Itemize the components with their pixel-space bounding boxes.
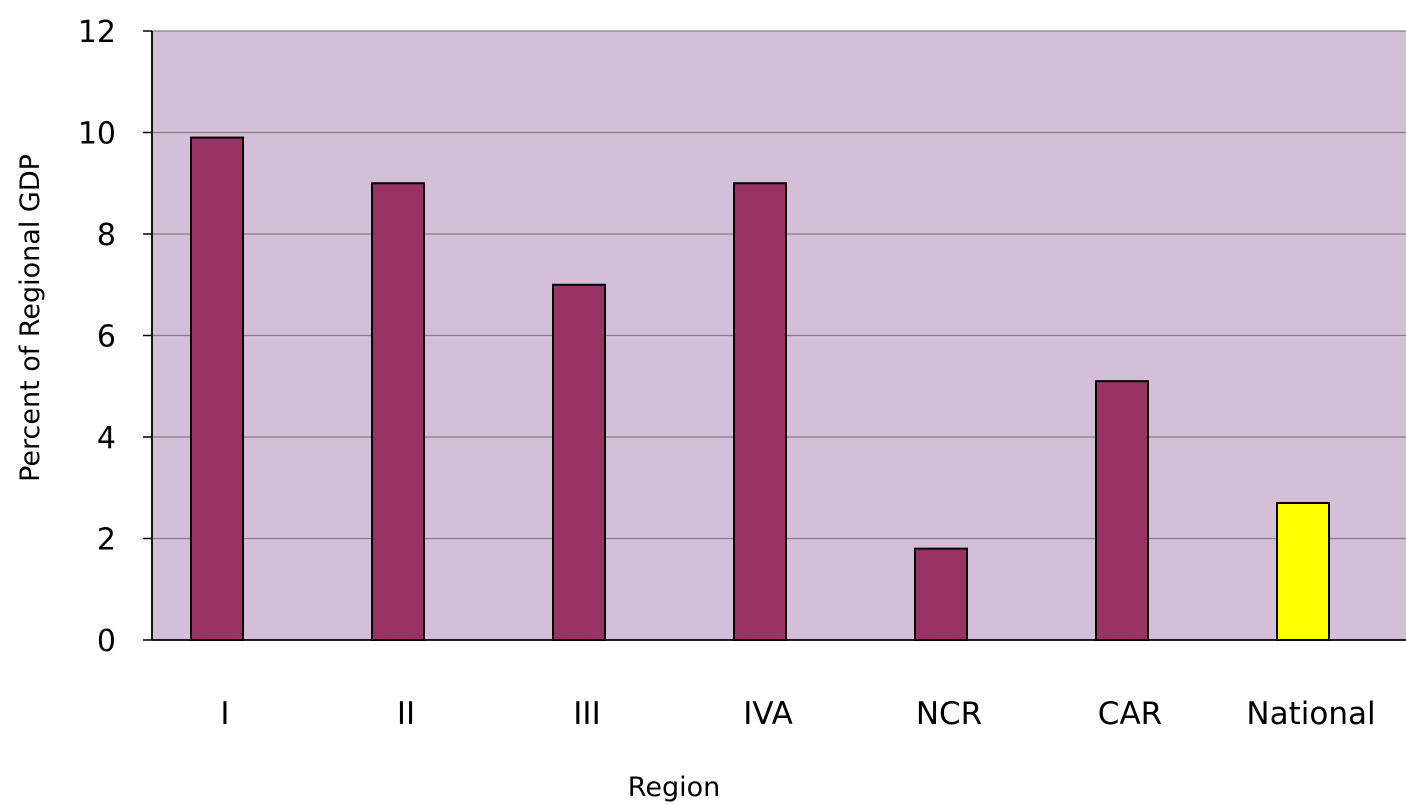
y-axis-title: Percent of Regional GDP [15,154,46,482]
x-tick-label: NCR [916,696,982,732]
bar-national [1276,501,1330,641]
bar-ii [371,182,425,641]
bar-car [1095,380,1149,641]
y-tick-label: 2 [97,523,116,558]
y-tick-label: 8 [97,218,116,253]
x-tick-label: II [397,696,415,732]
bar-ncr [914,547,968,642]
bar-iva [733,182,787,641]
y-tick-labels: 0 2 4 6 8 10 12 [78,15,152,659]
y-tick-label: 0 [97,624,116,659]
bar-iii [552,283,606,641]
x-tick-labels: I II III IVA NCR CAR National [220,696,1375,732]
bar-i [190,136,244,641]
x-tick-label: National [1246,696,1375,732]
x-tick-label: I [220,696,229,732]
x-axis-title: Region [628,772,720,803]
y-tick-label: 6 [97,320,116,355]
y-tick-label: 4 [97,421,116,456]
y-tick-label: 12 [78,15,116,50]
bars [190,136,1330,642]
x-tick-label: IVA [743,696,793,732]
x-tick-label: III [573,696,600,732]
y-tick-label: 10 [78,117,116,152]
x-tick-label: CAR [1098,696,1162,732]
